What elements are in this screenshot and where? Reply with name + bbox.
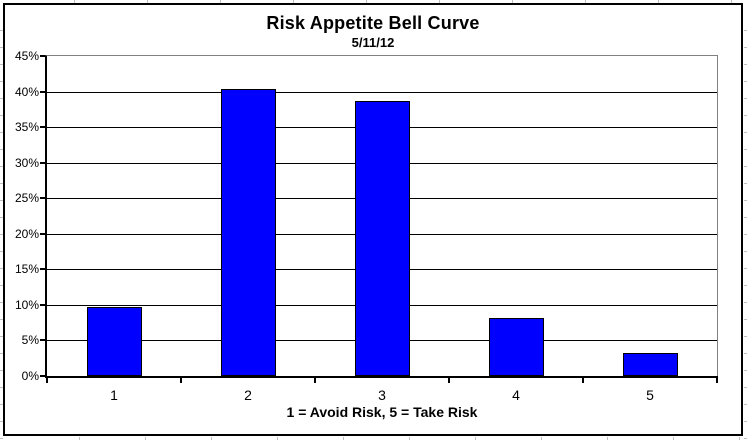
y-axis-label-0: 0% <box>21 369 39 383</box>
y-axis-tick-35 <box>40 126 45 129</box>
y-axis-tick-5 <box>40 339 45 342</box>
x-axis-tick-5 <box>716 376 718 383</box>
bar-category-2 <box>220 89 276 376</box>
y-axis-tick-20 <box>40 232 45 235</box>
chart-canvas[interactable]: Risk Appetite Bell Curve 5/11/12 1 = Avo… <box>3 3 743 436</box>
y-axis-tick-25 <box>40 197 45 200</box>
bar-category-4 <box>488 318 544 376</box>
chart-inner: Risk Appetite Bell Curve 5/11/12 1 = Avo… <box>5 5 741 434</box>
y-axis-tick-45 <box>40 55 45 57</box>
y-axis-label-30: 30% <box>14 155 39 170</box>
x-axis-label-2: 2 <box>244 387 252 403</box>
x-axis-label-5: 5 <box>646 387 654 403</box>
y-axis-tick-0 <box>40 375 45 377</box>
y-axis-tick-10 <box>40 303 45 306</box>
x-axis-title: 1 = Avoid Risk, 5 = Take Risk <box>286 404 478 420</box>
y-axis-label-40: 40% <box>14 84 39 99</box>
y-axis-tick-30 <box>40 161 45 164</box>
chart-subtitle: 5/11/12 <box>351 35 395 50</box>
bar-category-3 <box>354 100 410 376</box>
chart-title: Risk Appetite Bell Curve <box>266 13 480 33</box>
bar-category-5 <box>622 353 678 376</box>
x-axis-label-4: 4 <box>512 387 520 403</box>
y-axis-label-25: 25% <box>14 191 39 206</box>
bar-category-1 <box>86 307 142 376</box>
y-axis-tick-15 <box>40 268 45 271</box>
y-axis-label-45: 45% <box>14 49 39 63</box>
x-axis-tick-2 <box>314 376 316 383</box>
y-axis-label-15: 15% <box>14 262 39 277</box>
x-axis-label-3: 3 <box>378 387 386 403</box>
y-axis-label-10: 10% <box>14 297 39 312</box>
y-axis-label-5: 5% <box>21 333 39 348</box>
plot-area <box>45 55 718 378</box>
gridline-40 <box>47 91 717 93</box>
x-axis-tick-4 <box>582 376 584 383</box>
y-axis-tick-40 <box>40 90 45 93</box>
y-axis-label-20: 20% <box>14 226 39 241</box>
y-axis-label-35: 35% <box>14 120 39 135</box>
x-axis-tick-0 <box>46 376 48 383</box>
x-axis-label-1: 1 <box>110 387 118 403</box>
x-axis-tick-3 <box>448 376 450 383</box>
x-axis-tick-1 <box>180 376 182 383</box>
